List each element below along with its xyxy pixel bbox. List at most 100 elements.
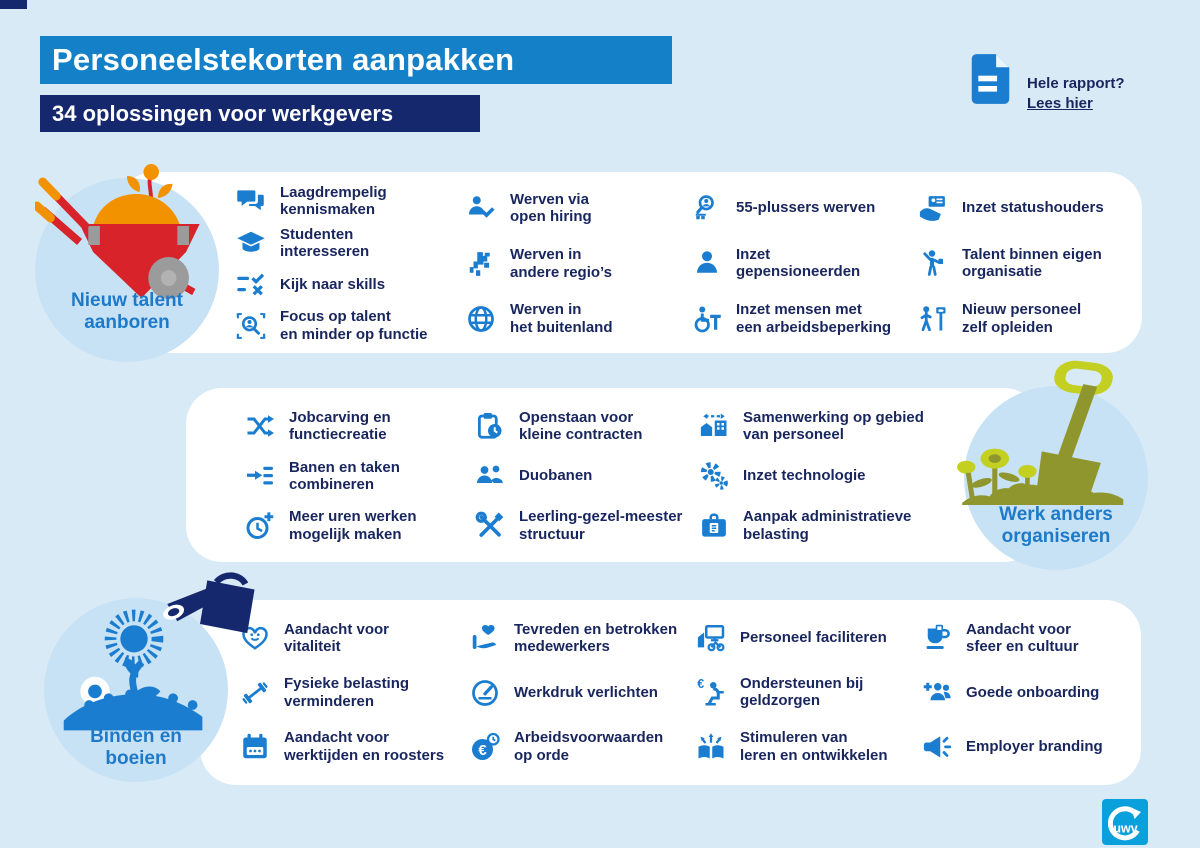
person-check-icon <box>464 191 498 225</box>
page-title-text: Personeelstekorten aanpakken <box>52 42 515 77</box>
checklist-icon <box>234 267 268 301</box>
solution-item: Nieuw personeel zelf opleiden <box>916 301 1128 336</box>
solution-column: Samenwerking op gebied van personeel Inze… <box>697 402 1026 550</box>
corner-accent <box>0 0 27 9</box>
duo-people-icon <box>473 459 507 493</box>
solution-item: Studenten interesseren <box>234 226 464 261</box>
gears-icon <box>697 459 731 493</box>
solution-label: Aandacht voor werktijden en roosters <box>284 729 445 764</box>
clipboard-clock-icon <box>473 409 507 443</box>
section-badge-nieuw-talent: Nieuw talent aanboren <box>35 164 219 362</box>
solution-item: Banen en taken combineren <box>243 459 473 494</box>
solution-item: Aandacht voor vitaliteit <box>238 621 468 656</box>
solution-column: Aandacht voor sfeer en cultuur Goede onbo… <box>920 614 1127 771</box>
solution-item: € Arbeidsvoorwaarden op orde <box>468 729 694 764</box>
solutions-grid: Laagdrempelig kennismaken Studenten inter… <box>234 184 1128 343</box>
section-panel-werk-anders: Jobcarving en functiecreatie Banen en tak… <box>186 388 1040 562</box>
solution-item: Personeel faciliteren <box>694 621 920 655</box>
euro-clock-icon: € <box>468 730 502 764</box>
solution-column: Laagdrempelig kennismaken Studenten inter… <box>234 184 464 343</box>
solution-column: Personeel faciliteren € Ondersteunen bij g… <box>694 614 920 771</box>
page-subtitle-text: 34 oplossingen voor werkgevers <box>52 100 394 126</box>
search-talent-icon <box>234 309 268 343</box>
solution-item: Samenwerking op gebied van personeel <box>697 409 1026 444</box>
report-link[interactable]: Lees hier <box>1027 95 1093 113</box>
hand-heart-icon <box>468 621 502 655</box>
solution-label: Kijk naar skills <box>280 275 386 293</box>
shovel-illustration <box>957 360 1124 505</box>
solution-item: Aandacht voor sfeer en cultuur <box>920 621 1127 656</box>
page-title: Personeelstekorten aanpakken <box>40 36 672 84</box>
person-waving-icon <box>916 246 950 280</box>
merge-tasks-icon <box>243 459 277 493</box>
solution-label: Ondersteunen bij geldzorgen <box>740 674 864 710</box>
solution-label: Duobanen <box>519 467 593 485</box>
solution-label: Jobcarving en functiecreatie <box>289 409 391 444</box>
solution-label: Employer branding <box>966 738 1103 756</box>
solution-column: Inzet statushouders Talent binnen eigen o… <box>916 184 1128 343</box>
solution-label: Werven in andere regio’s <box>510 246 612 281</box>
solution-item: Goede onboarding <box>920 676 1127 710</box>
solution-item: Tevreden en betrokken medewerkers <box>468 621 694 656</box>
flower-illustration <box>63 609 203 731</box>
solution-item: Fysieke belasting verminderen <box>238 675 468 710</box>
shuffle-arrows-icon <box>243 409 277 443</box>
solution-item: 55-plussers werven <box>690 191 916 225</box>
solution-item: Openstaan voor kleine contracten <box>473 409 697 444</box>
solution-item: Aanpak administratieve belasting <box>697 508 1026 543</box>
solution-label: Werven in het buitenland <box>510 301 613 336</box>
solution-label: Goede onboarding <box>966 684 1100 702</box>
signpost-icon <box>916 302 950 336</box>
solution-label: Aanpak administratieve belasting <box>743 508 912 543</box>
section-panel-nieuw-talent: Laagdrempelig kennismaken Studenten inter… <box>118 172 1142 353</box>
section-badge-binden-boeien: Binden en boeien <box>44 598 228 782</box>
person-icon <box>690 246 724 280</box>
solution-item: Werven in het buitenland <box>464 301 690 336</box>
solution-item: Werkdruk verlichten <box>468 676 694 710</box>
crossed-tools-icon <box>473 509 507 543</box>
solution-item: Aandacht voor werktijden en roosters <box>238 729 468 764</box>
solution-label: Werkdruk verlichten <box>514 683 658 701</box>
solution-column: Jobcarving en functiecreatie Banen en tak… <box>243 402 473 550</box>
solutions-grid: Jobcarving en functiecreatie Banen en tak… <box>243 402 1026 550</box>
section-badge-werk-anders: Werk anders organiseren <box>957 360 1148 570</box>
add-people-icon <box>920 676 954 710</box>
cooperation-icon <box>697 409 731 443</box>
solution-item: Stimuleren van leren en ontwikkelen <box>694 729 920 764</box>
solution-item: Inzet gepensioneerden <box>690 246 916 281</box>
solution-label: Inzet mensen met een arbeidsbeperking <box>736 301 892 336</box>
solution-label: Studenten interesseren <box>280 225 370 261</box>
clock-plus-icon <box>243 509 277 543</box>
solution-item: Inzet statushouders <box>916 191 1128 225</box>
document-icon[interactable] <box>968 52 1013 105</box>
solution-label: Fysieke belasting verminderen <box>284 675 410 710</box>
uwv-logo: uwv <box>1102 799 1148 845</box>
heart-smile-icon <box>238 621 272 655</box>
solution-item: Laagdrempelig kennismaken <box>234 184 464 219</box>
section-label-nieuw-talent: Nieuw talent aanboren <box>71 290 183 334</box>
page-subtitle: 34 oplossingen voor werkgevers <box>40 95 480 132</box>
chat-icon <box>234 184 268 218</box>
solutions-grid: Aandacht voor vitaliteit Fysieke belastin… <box>238 614 1127 771</box>
report-cta: Hele rapport? Lees hier <box>968 52 1125 115</box>
watering-can-illustration <box>163 572 255 634</box>
solution-item: Leerling-gezel-meester structuur <box>473 508 697 543</box>
megaphone-icon <box>920 730 954 764</box>
facilitate-icon <box>694 621 728 655</box>
coffee-cup-icon <box>920 621 954 655</box>
section-label-werk-anders: Werk anders organiseren <box>999 504 1113 548</box>
calendar-icon <box>238 730 272 764</box>
euro-person-icon: € <box>694 675 728 709</box>
briefcase-icon <box>697 509 731 543</box>
solution-item: Duobanen <box>473 459 697 493</box>
solution-label: Inzet gepensioneerden <box>736 245 861 281</box>
svg-text:€: € <box>697 677 704 691</box>
solution-label: Focus op talent en minder op functie <box>280 308 428 343</box>
solution-label: Openstaan voor kleine contracten <box>519 409 643 444</box>
wheelchair-icon <box>690 302 724 336</box>
solution-label: Inzet statushouders <box>962 199 1104 217</box>
solution-label: Tevreden en betrokken medewerkers <box>514 621 678 656</box>
solution-label: Aandacht voor vitaliteit <box>284 621 390 656</box>
solution-column: Openstaan voor kleine contracten Duobanen… <box>473 402 697 550</box>
